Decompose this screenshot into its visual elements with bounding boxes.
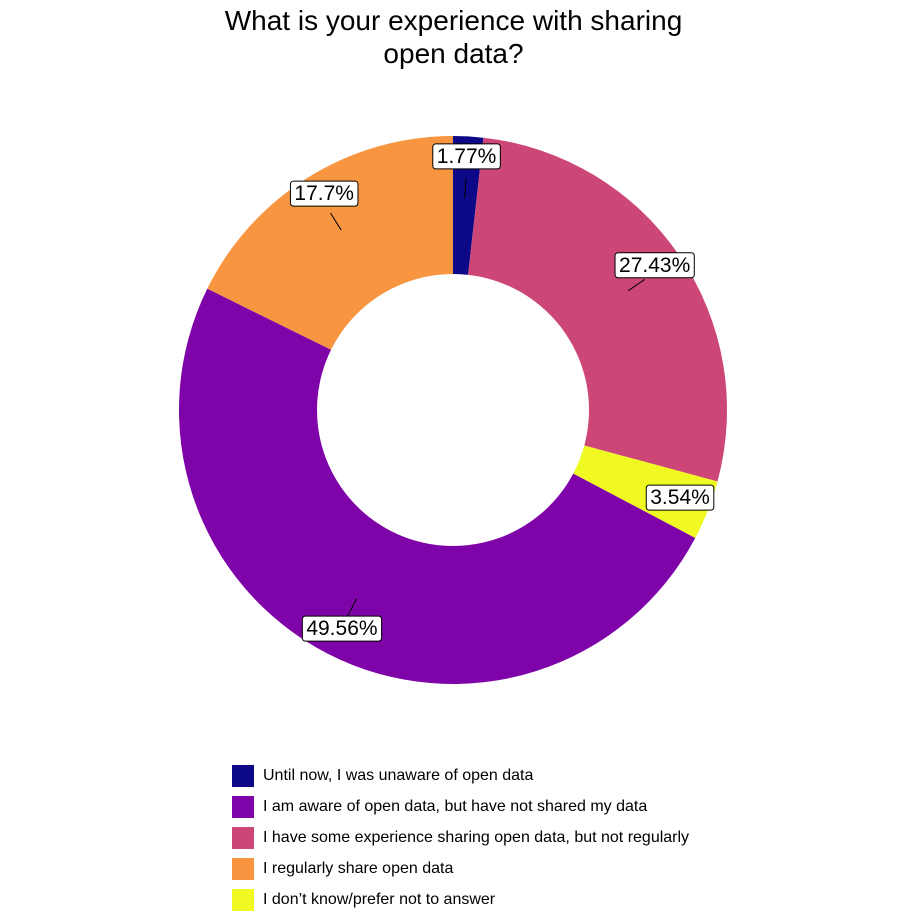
- donut-slice: [207, 136, 453, 350]
- slice-label: 27.43%: [614, 252, 695, 279]
- donut-slices: [178, 136, 728, 685]
- slice-label-text: 17.7%: [294, 182, 354, 205]
- legend-swatch: [232, 795, 254, 818]
- slice-label: 49.56%: [301, 615, 383, 642]
- chart-title-line-2: open data?: [383, 38, 524, 69]
- chart-title-line-1: What is your experience with sharing: [224, 5, 683, 36]
- legend-swatch: [232, 857, 254, 880]
- slice-label-box: [645, 484, 715, 511]
- label-leader-line: [346, 598, 357, 617]
- slice-label: 3.54%: [645, 484, 715, 511]
- legend-label: I regularly share open data: [263, 859, 454, 877]
- legend-item: I don’t know/prefer not to answer: [232, 884, 689, 915]
- donut-slice: [178, 288, 696, 685]
- slice-label-box: [614, 252, 695, 279]
- donut-labels: 1.77% 27.43% 3.54% 49.56% 17.7%: [289, 143, 715, 642]
- slice-label-text: 1.77%: [437, 145, 497, 168]
- legend-label: I have some experience sharing open data…: [263, 828, 690, 846]
- legend-label: I don’t know/prefer not to answer: [263, 890, 496, 908]
- slice-label-box: [301, 615, 383, 642]
- donut-slice: [453, 136, 484, 275]
- donut-slice: [468, 137, 728, 482]
- legend-item: Until now, I was unaware of open data: [232, 760, 689, 791]
- slice-label-text: 3.54%: [650, 486, 710, 509]
- label-leader-line: [330, 212, 342, 231]
- slice-label: 17.7%: [289, 180, 359, 207]
- slice-label-box: [289, 180, 359, 207]
- slice-label: 1.77%: [432, 143, 501, 170]
- slice-label-box: [432, 143, 501, 170]
- legend-swatch: [232, 888, 254, 911]
- chart-title: What is your experience with sharing ope…: [0, 4, 907, 70]
- slice-label-text: 49.56%: [306, 617, 377, 640]
- legend-item: I have some experience sharing open data…: [232, 822, 689, 853]
- label-leader-line: [627, 279, 646, 292]
- label-leader-line: [464, 178, 467, 199]
- legend-swatch: [232, 826, 254, 849]
- legend-label: Until now, I was unaware of open data: [263, 766, 534, 784]
- legend-item: I am aware of open data, but have not sh…: [232, 791, 689, 822]
- legend: Until now, I was unaware of open data I …: [232, 760, 689, 915]
- donut-slice: [573, 445, 718, 539]
- legend-label: I am aware of open data, but have not sh…: [263, 797, 648, 815]
- slice-label-text: 27.43%: [619, 254, 690, 277]
- legend-item: I regularly share open data: [232, 853, 689, 884]
- legend-swatch: [232, 764, 254, 787]
